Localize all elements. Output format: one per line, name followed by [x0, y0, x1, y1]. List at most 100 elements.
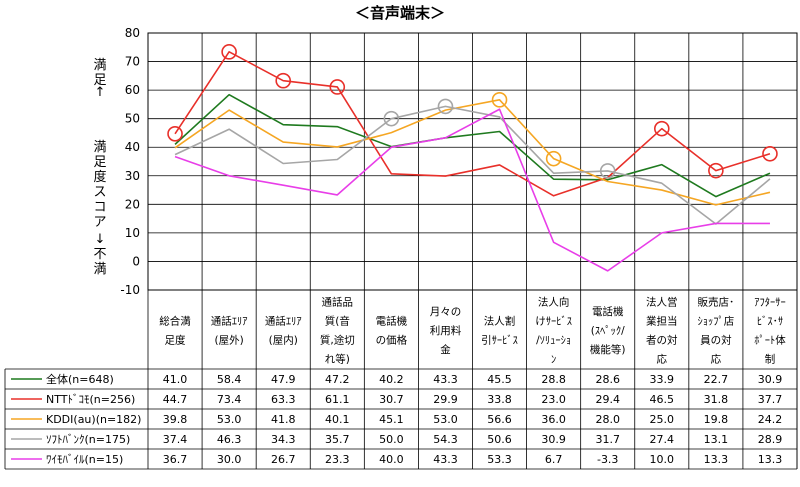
- table-value: 33.9: [650, 373, 675, 386]
- y-tick-label: 10: [125, 226, 140, 240]
- legend-label: KDDI(au)(n=182): [46, 413, 141, 426]
- table-value: 63.3: [271, 393, 296, 406]
- legend-label: ﾜｲﾓﾊﾞｲﾙ(n=15): [46, 453, 123, 466]
- y-side-label-dissatisfied: 不満: [93, 247, 107, 277]
- series-marker: [167, 126, 183, 142]
- y-side-label-top: 満足 ↑: [92, 58, 108, 100]
- table-value: 58.4: [217, 373, 242, 386]
- category-label: 通話ｴﾘｱ(屋外): [211, 315, 248, 347]
- table-value: 43.3: [433, 373, 458, 386]
- legend-label: NTTﾄﾞｺﾓ(n=256): [46, 393, 135, 406]
- y-tick-label: 20: [125, 197, 140, 211]
- table-value: 37.7: [758, 393, 783, 406]
- table-value: -3.3: [597, 453, 618, 466]
- table-value: 73.4: [217, 393, 242, 406]
- table-value: 23.3: [325, 453, 350, 466]
- series-line: [174, 99, 771, 206]
- y-tick-label: 30: [125, 169, 140, 183]
- y-tick-label: -10: [120, 283, 140, 297]
- chart-title: ＜音声端末＞: [354, 4, 445, 22]
- series-marker: [762, 145, 778, 162]
- table-value: 37.4: [163, 433, 188, 446]
- table-value: 46.5: [650, 393, 675, 406]
- table-value: 46.3: [217, 433, 242, 446]
- table-value: 13.3: [758, 453, 783, 466]
- table-value: 28.6: [595, 373, 620, 386]
- table-value: 30.0: [217, 453, 242, 466]
- table-value: 53.0: [433, 413, 458, 426]
- series-marker: [708, 162, 724, 179]
- series-marker: [653, 120, 670, 137]
- table-value: 28.0: [595, 413, 620, 426]
- table-value: 13.3: [704, 453, 729, 466]
- table-value: 47.9: [271, 373, 296, 386]
- table-value: 35.7: [325, 433, 350, 446]
- table-value: 45.1: [379, 413, 404, 426]
- table-value: 47.2: [325, 373, 350, 386]
- table-value: 19.8: [704, 413, 729, 426]
- table-value: 29.9: [433, 393, 458, 406]
- table-value: 29.4: [595, 393, 620, 406]
- table-value: 39.8: [163, 413, 188, 426]
- table-value: 26.7: [271, 453, 296, 466]
- series-marker: [383, 110, 400, 127]
- category-label: 販売店･ｼｮｯﾌﾟ店員の対応: [698, 296, 735, 366]
- y-tick-label: 0: [132, 254, 140, 268]
- table-value: 53.3: [487, 453, 512, 466]
- table-value: 25.0: [650, 413, 675, 426]
- category-label: ｱﾌﾀｰｻｰﾋﾞｽ･ｻﾎﾟｰﾄ体制: [754, 297, 786, 366]
- category-label: 通話品質(音質,途切れ等): [320, 296, 355, 366]
- table-value: 56.6: [487, 413, 512, 426]
- category-label: 法人向けｻｰﾋﾞｽ/ｿﾘｭｰｼｮﾝ: [535, 296, 572, 366]
- series-marker: [545, 150, 562, 167]
- y-side-label-score: 満足度スコア: [93, 140, 107, 230]
- table-value: 40.0: [379, 453, 404, 466]
- category-label: 電話機(ｽﾍﾟｯｸ/機能等): [590, 305, 626, 356]
- table-value: 23.0: [541, 393, 566, 406]
- table-value: 28.9: [758, 433, 783, 446]
- table-value: 44.7: [163, 393, 188, 406]
- y-tick-label: 70: [125, 55, 140, 69]
- y-tick-label: 40: [125, 140, 140, 154]
- series-line: [174, 108, 770, 272]
- table-value: 41.8: [271, 413, 296, 426]
- table-value: 30.7: [379, 393, 404, 406]
- table-value: 31.7: [595, 433, 620, 446]
- table-value: 40.2: [379, 373, 404, 386]
- table-value: 30.9: [541, 433, 566, 446]
- table-value: 30.9: [758, 373, 783, 386]
- y-side-label-up-arrow: ↑: [94, 85, 106, 100]
- table-value: 33.8: [487, 393, 512, 406]
- table-value: 43.3: [433, 453, 458, 466]
- series-marker: [437, 98, 454, 115]
- table-value: 31.8: [704, 393, 729, 406]
- series-marker: [221, 44, 237, 60]
- category-label: 月々の利用料金: [430, 306, 462, 356]
- table-value: 41.0: [163, 373, 188, 386]
- category-label: 総合満足度: [159, 315, 191, 347]
- table-value: 24.2: [758, 413, 783, 426]
- y-side-label-bottom: ↓ 不満: [92, 232, 108, 277]
- table-value: 22.7: [704, 373, 729, 386]
- y-tick-label: 60: [125, 83, 140, 97]
- y-tick-label: 80: [125, 26, 140, 40]
- category-label: 法人営業担当者の対応: [646, 296, 678, 366]
- table-value: 45.5: [487, 373, 512, 386]
- table-value: 36.7: [163, 453, 188, 466]
- series-marker: [491, 92, 508, 108]
- table-value: 54.3: [433, 433, 458, 446]
- series-line: [174, 93, 771, 198]
- series-marker: [275, 72, 292, 89]
- table-value: 10.0: [650, 453, 675, 466]
- y-side-label-satisfied: 満足: [93, 58, 107, 88]
- table-value: 50.6: [487, 433, 512, 446]
- table-value: 6.7: [545, 453, 563, 466]
- y-side-label-down-arrow: ↓: [94, 232, 106, 247]
- table-value: 50.0: [379, 433, 404, 446]
- table-value: 13.1: [704, 433, 729, 446]
- legend-label: 全体(n=648): [46, 372, 114, 386]
- series-line: [174, 105, 771, 225]
- table-value: 28.8: [541, 373, 566, 386]
- table-value: 34.3: [271, 433, 296, 446]
